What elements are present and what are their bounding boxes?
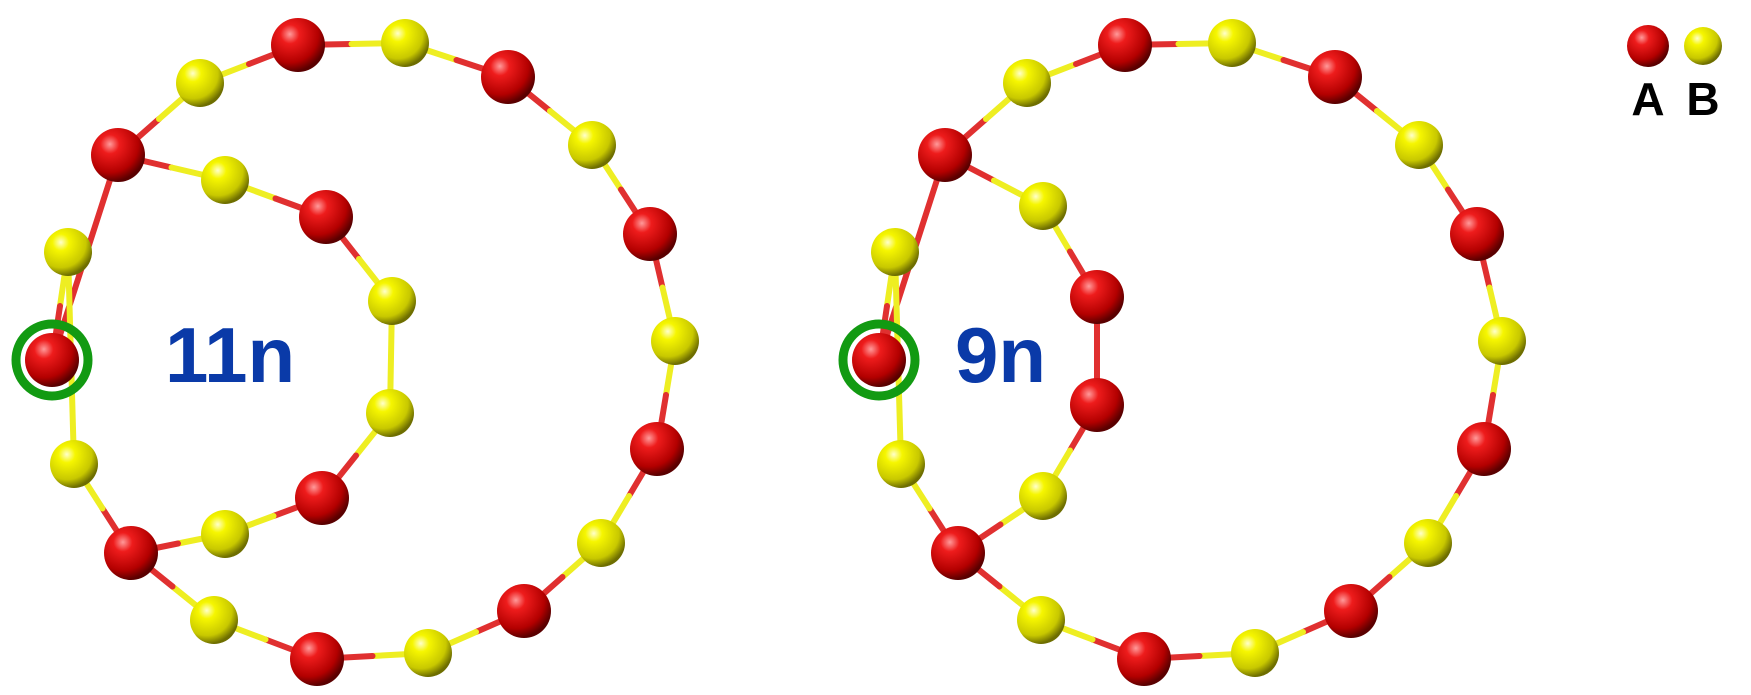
structure-9n-outer-bead-b [1208,19,1256,67]
structure-11n-outer-bead-b [568,121,616,169]
structure-9n-outer-bead-a [931,526,985,580]
structure-9n-outer-bead-b [1003,59,1051,107]
structure-11n-inner-bead-b [368,277,416,325]
structure-9n-outer-bead-a [1117,632,1171,686]
structure-9n-outer-bead-b [1231,629,1279,677]
structure-9n-label: 9n [955,311,1046,399]
structure-11n: 11n [11,18,699,686]
structure-9n-outer-bead-b [1478,317,1526,365]
structure-11n-highlight-ring [11,319,93,401]
structure-11n-outer-bead-b [50,440,98,488]
structure-11n-outer-bead-b [44,228,92,276]
structure-9n-outer-bead-a [918,128,972,182]
structure-9n-inner-bead-a [1070,378,1124,432]
structure-9n-outer-bead-b [877,440,925,488]
structure-11n-inner-bead-a [299,190,353,244]
structure-11n-inner-bead-b [201,510,249,558]
structure-11n-outer-bead-a [91,128,145,182]
structure-9n-outer-bead-a [852,333,906,387]
structure-11n-outer-bead-a [104,526,158,580]
structure-9n-inner-bead-b [1019,472,1067,520]
structure-11n-outer-bead-a [290,632,344,686]
structure-9n-outer-bead-b [871,228,919,276]
legend-label-b: B [1686,73,1719,125]
structure-9n-outer-bead-a [1324,584,1378,638]
structure-9n-outer-bead-a [1457,422,1511,476]
structure-9n-outer-bead-a [1098,18,1152,72]
structure-9n-outer-bead-a [1308,50,1362,104]
legend: A B [1627,25,1722,125]
legend-bead-b [1684,27,1722,65]
structure-11n-outer-bead-a [623,207,677,261]
structure-9n-inner-bead-b [1019,182,1067,230]
structure-9n: 9n [838,18,1526,686]
structure-11n-outer-bead-a [481,50,535,104]
structure-11n-outer-bead-b [176,59,224,107]
structure-9n-outer-bead-b [1017,596,1065,644]
structure-11n-outer-bead-b [651,317,699,365]
structure-11n-label: 11n [165,311,295,399]
structure-11n-outer-bead-a [497,584,551,638]
structure-9n-inner-bead-a [1070,270,1124,324]
structure-9n-beads [852,18,1526,686]
structure-9n-highlight-ring [838,319,920,401]
structure-11n-outer-bead-b [404,629,452,677]
structure-11n-inner-bead-b [366,389,414,437]
structure-11n-inner-bead-a [295,471,349,525]
structure-9n-outer-bead-b [1404,519,1452,567]
structure-9n-outer-bead-a [1450,207,1504,261]
structure-11n-outer-bead-a [25,333,79,387]
structure-11n-beads [25,18,699,686]
structure-11n-outer-bead-a [630,422,684,476]
structure-11n-outer-bead-b [190,596,238,644]
structure-11n-inner-bead-b [201,156,249,204]
structure-11n-outer-bead-a [271,18,325,72]
legend-label-a: A [1631,73,1664,125]
structure-9n-outer-bead-b [1395,121,1443,169]
structure-11n-outer-bead-b [381,19,429,67]
legend-bead-a [1627,25,1669,67]
structure-11n-outer-bead-b [577,519,625,567]
